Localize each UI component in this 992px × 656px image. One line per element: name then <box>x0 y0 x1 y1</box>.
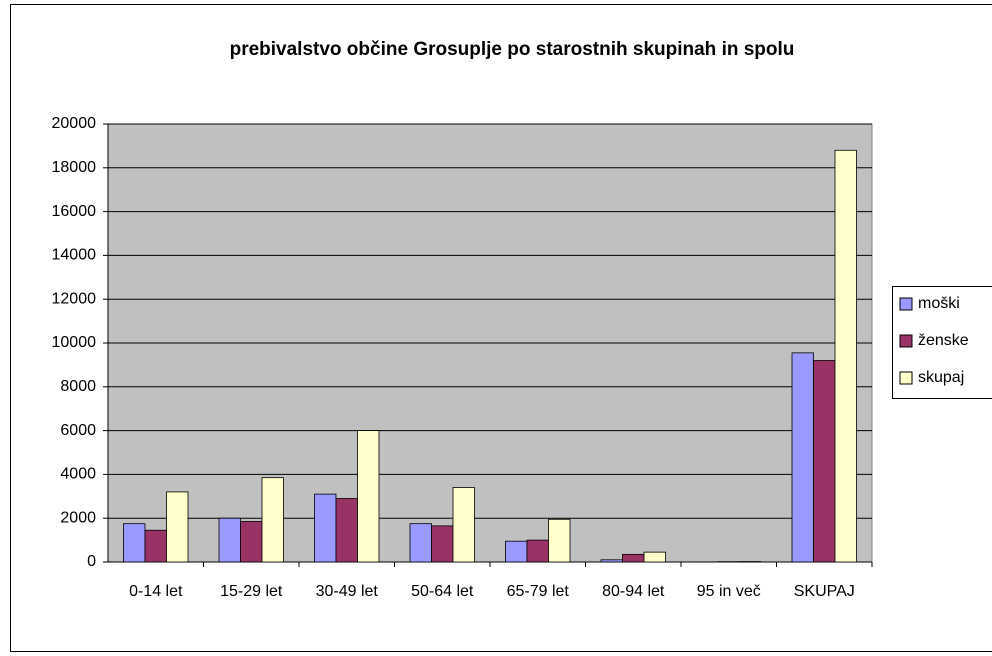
bar <box>600 559 623 563</box>
legend-label: ženske <box>918 332 969 349</box>
bar <box>431 525 454 563</box>
bar <box>144 529 167 563</box>
chart-title: prebivalstvo občine Grosuplje po starost… <box>230 39 795 60</box>
bar <box>505 540 528 563</box>
y-tick-label: 8000 <box>60 378 96 395</box>
x-tick-label: 0-14 let <box>129 583 183 600</box>
bar <box>622 553 645 563</box>
x-tick-label: 30-49 let <box>316 583 379 600</box>
y-tick-label: 20000 <box>52 115 97 132</box>
bar <box>452 487 475 563</box>
y-tick-label: 10000 <box>52 334 97 351</box>
y-tick-label: 12000 <box>52 290 97 307</box>
bar <box>526 539 549 563</box>
y-tick-label: 14000 <box>52 247 97 264</box>
legend-swatch <box>899 371 913 385</box>
x-tick-label: 15-29 let <box>220 583 283 600</box>
y-tick-label: 16000 <box>52 203 97 220</box>
bar <box>643 551 666 563</box>
x-tick-label: SKUPAJ <box>794 583 855 600</box>
y-tick-label: 6000 <box>60 422 96 439</box>
bar <box>548 518 571 563</box>
bar <box>166 491 189 563</box>
y-tick-label: 18000 <box>52 159 97 176</box>
y-tick-label: 4000 <box>60 466 96 483</box>
bar <box>240 521 263 563</box>
legend-label: skupaj <box>918 369 964 386</box>
bar <box>314 493 337 563</box>
x-tick-label: 95 in več <box>697 583 761 600</box>
bar <box>834 149 857 563</box>
bar <box>791 352 814 563</box>
legend-swatch <box>899 297 913 311</box>
bar <box>218 517 241 563</box>
bar <box>335 498 358 563</box>
bar <box>357 430 380 563</box>
bar <box>409 523 432 563</box>
legend-label: moški <box>918 295 960 312</box>
bar <box>261 477 284 563</box>
bar <box>813 360 836 563</box>
y-tick-label: 0 <box>87 553 96 570</box>
x-tick-label: 65-79 let <box>507 583 570 600</box>
bar <box>123 523 146 563</box>
y-tick-label: 2000 <box>60 509 96 526</box>
x-tick-label: 50-64 let <box>411 583 474 600</box>
legend-swatch <box>899 334 913 348</box>
x-tick-label: 80-94 let <box>602 583 665 600</box>
